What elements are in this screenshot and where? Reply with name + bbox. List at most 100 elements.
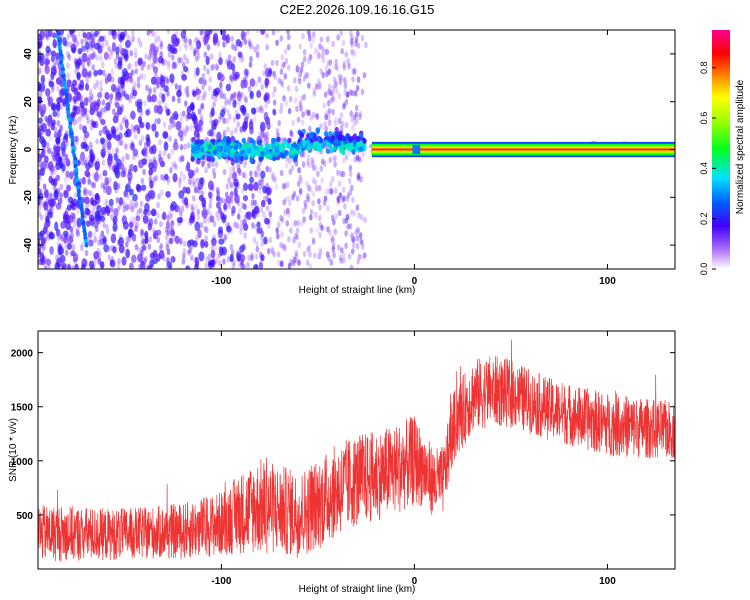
- spectrogram-point: [297, 167, 301, 174]
- spectrogram-point: [243, 154, 248, 160]
- spectrogram-point: [347, 178, 352, 185]
- spectrogram-point: [356, 42, 361, 49]
- spectrogram-point: [260, 150, 265, 157]
- spectrogram-point: [232, 92, 236, 99]
- spectrogram-point: [66, 51, 70, 58]
- spectrogram-point: [339, 74, 343, 81]
- spectrogram-point: [130, 205, 135, 213]
- spectrogram-point: [355, 118, 359, 125]
- spectrogram-point: [353, 156, 358, 163]
- spectrogram-point: [119, 139, 124, 146]
- spectrogram-point: [38, 117, 43, 124]
- spectrogram-point: [179, 111, 183, 119]
- spectrogram-point: [72, 253, 79, 263]
- spectrogram-point: [223, 233, 228, 240]
- spectrogram-point: [307, 82, 311, 89]
- spectrogram-point: [93, 171, 100, 182]
- spectrogram-point: [327, 255, 331, 262]
- spectrogram-point: [177, 181, 182, 188]
- spectrogram-point: [223, 135, 228, 142]
- spectrogram-point: [328, 181, 333, 188]
- spectrogram-point: [53, 145, 59, 153]
- spectrogram-point: [126, 34, 131, 41]
- spectrogram-point: [284, 57, 289, 65]
- spectrogram-point: [283, 48, 288, 55]
- spectrogram-point: [336, 34, 340, 41]
- spectrogram-point: [183, 130, 188, 137]
- spectrogram-point: [203, 36, 208, 46]
- spectrogram-point: [354, 36, 359, 43]
- spectrogram-point: [333, 78, 338, 85]
- y-tick-label: 0: [23, 146, 34, 152]
- spectrogram-point: [72, 105, 78, 112]
- spectrogram-point: [218, 226, 223, 234]
- spectrogram-point: [282, 61, 286, 68]
- spectrogram-point: [320, 158, 325, 165]
- spectrogram-point: [80, 45, 86, 52]
- spectrogram-point: [138, 139, 143, 147]
- spectrogram-point: [196, 208, 201, 215]
- spectrogram-point: [124, 119, 129, 129]
- spectrogram-point: [85, 77, 89, 85]
- spectrogram-point: [241, 107, 247, 116]
- spectrogram-point: [318, 214, 322, 222]
- spectrogram-point: [239, 253, 246, 263]
- spectrogram-point: [326, 100, 331, 107]
- spectrogram-point: [139, 73, 143, 80]
- spectrogram-point: [38, 50, 42, 57]
- spectrogram-point: [102, 221, 106, 229]
- spectrogram-point: [214, 257, 219, 264]
- spectrogram-point: [280, 153, 285, 159]
- spectrogram-point: [147, 63, 152, 70]
- spectrogram-point: [71, 243, 76, 251]
- spectrogram-point: [339, 30, 343, 37]
- spectrogram-point: [331, 243, 336, 250]
- spectrogram-point: [166, 214, 170, 221]
- spectrogram-point: [105, 129, 111, 138]
- spectrogram-point: [88, 189, 92, 197]
- spectrogram-point: [298, 178, 302, 185]
- spectrogram-point: [173, 163, 178, 170]
- spectrogram-point: [344, 143, 349, 150]
- spectrogram-point: [149, 259, 155, 268]
- spectrogram-point: [311, 159, 315, 166]
- spectrogram-point: [297, 78, 302, 85]
- spectrogram-point: [243, 78, 248, 89]
- spectrogram-point: [351, 196, 355, 204]
- spectrogram-point: [151, 123, 157, 132]
- spectrogram-point: [123, 166, 128, 173]
- spectrogram-point: [82, 125, 87, 134]
- spectrogram-point: [89, 154, 95, 163]
- spectrogram-point: [191, 114, 198, 122]
- spectrogram-point: [354, 40, 358, 47]
- spectrogram-point: [89, 190, 94, 198]
- spectrogram-point: [159, 43, 163, 50]
- spectrogram-point: [309, 214, 313, 221]
- spectrogram-point: [251, 222, 255, 229]
- spectrogram-point: [199, 113, 204, 121]
- spectrogram-point: [247, 254, 251, 262]
- spectrogram-point: [257, 227, 263, 234]
- spectrogram-point: [152, 175, 157, 183]
- spectrogram-point: [337, 180, 342, 187]
- spectrogram-point: [152, 66, 159, 74]
- spectrogram-point: [45, 258, 52, 266]
- spectrogram-point: [183, 54, 187, 61]
- spectrogram-point: [74, 263, 79, 269]
- spectrogram-point: [159, 51, 163, 58]
- spectrogram-point: [283, 73, 288, 80]
- spectrogram-point: [208, 202, 212, 209]
- spectrogram-point: [222, 258, 226, 265]
- spectrogram-point: [158, 55, 164, 64]
- spectrogram-point: [286, 30, 290, 35]
- spectrogram-point: [186, 142, 191, 149]
- spectrogram-point: [344, 154, 349, 161]
- spectrogram-point: [118, 236, 125, 247]
- spectrogram-point: [166, 229, 170, 236]
- spectrogram-point: [80, 263, 86, 269]
- spectrogram-point: [299, 105, 303, 112]
- spectrogram-point: [153, 229, 159, 240]
- spectrogram-point: [330, 214, 335, 221]
- spectrogram-point: [137, 253, 143, 263]
- spectrogram-point: [84, 249, 89, 257]
